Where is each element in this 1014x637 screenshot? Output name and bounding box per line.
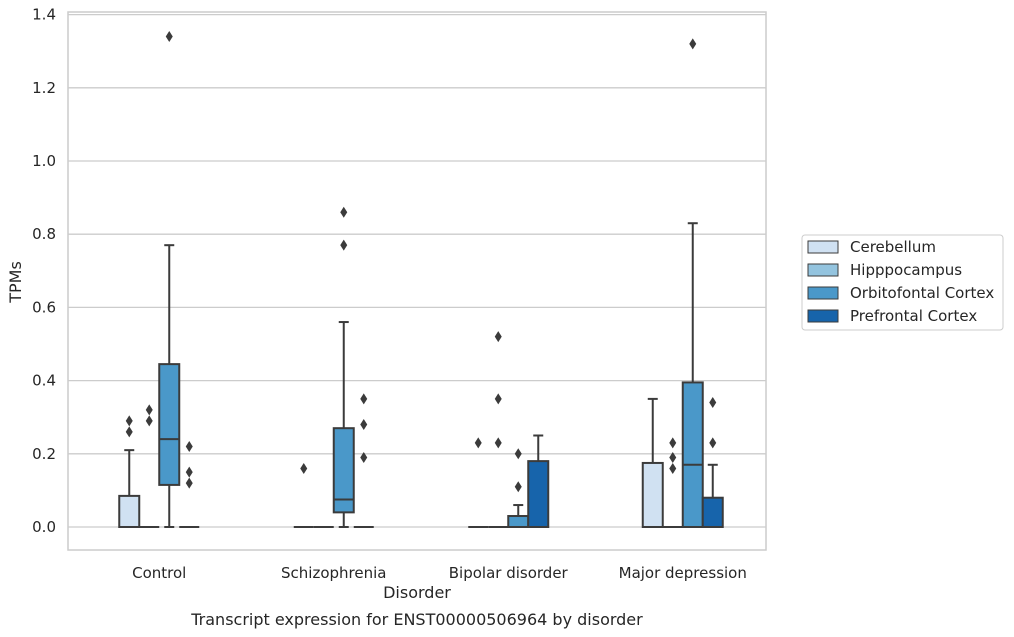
outlier-point <box>360 393 368 405</box>
x-axis-label: Disorder <box>383 583 451 602</box>
box <box>353 393 374 528</box>
box-groups <box>118 31 724 529</box>
outlier-point <box>669 451 677 463</box>
box-rect <box>641 461 664 529</box>
legend-swatch <box>807 309 839 323</box>
y-tick-label: 0.0 <box>32 518 56 536</box>
outlier-point <box>360 451 368 463</box>
x-tick-label: Major depression <box>619 564 747 582</box>
box <box>681 38 704 528</box>
box-rect <box>118 494 141 529</box>
box <box>701 397 724 529</box>
y-axis-label: TPMs <box>6 261 25 304</box>
x-tick-labels: Control Schizophrenia Bipolar disorder Majo… <box>132 564 747 582</box>
box <box>179 440 200 528</box>
box <box>118 415 141 529</box>
legend-swatch <box>807 286 839 300</box>
legend: Cerebellum Hipppocampus Orbitofontal Corte… <box>801 234 1004 331</box>
outlier-point <box>689 38 697 50</box>
outlier-point <box>709 437 717 449</box>
outlier-point <box>514 448 522 460</box>
y-tick-label: 0.8 <box>32 225 56 243</box>
outlier-point <box>494 437 502 449</box>
box <box>158 31 181 528</box>
box-rect <box>158 363 181 486</box>
outlier-point <box>494 331 502 343</box>
outlier-point <box>669 462 677 474</box>
legend-label: Orbitofontal Cortex <box>850 284 994 302</box>
box <box>662 437 683 528</box>
box-rect <box>507 515 530 529</box>
outlier-point <box>300 462 308 474</box>
y-tick-label: 0.6 <box>32 298 56 316</box>
y-tick-label: 1.4 <box>32 6 56 24</box>
outlier-point <box>145 415 153 427</box>
outlier-point <box>185 466 193 478</box>
outlier-point <box>340 239 348 251</box>
x-tick-label: Bipolar disorder <box>449 564 569 582</box>
box <box>332 206 355 528</box>
y-tick-label: 0.4 <box>32 372 56 390</box>
outlier-point <box>474 437 482 449</box>
box-rect <box>332 427 355 514</box>
outlier-point <box>514 481 522 493</box>
outlier-point <box>360 419 368 431</box>
box <box>641 397 664 529</box>
legend-swatch <box>807 240 839 254</box>
legend-label: Prefrontal Cortex <box>850 307 977 325</box>
plot-frame <box>67 11 767 551</box>
outlier-point <box>125 415 133 427</box>
legend-label: Hipppocampus <box>850 261 962 279</box>
legend-label: Cerebellum <box>850 238 936 256</box>
box <box>468 437 489 528</box>
box <box>488 331 509 528</box>
outlier-point <box>185 477 193 489</box>
outlier-point <box>145 404 153 416</box>
x-tick-label: Control <box>132 564 186 582</box>
box-rect <box>701 496 724 529</box>
box <box>527 434 550 528</box>
y-tick-labels: 0.0 0.2 0.4 0.6 0.8 1.0 1.2 1.4 <box>32 6 56 536</box>
legend-swatch <box>807 263 839 277</box>
outlier-point <box>709 397 717 409</box>
box-group <box>641 38 724 529</box>
box-rect <box>527 460 550 528</box>
box-group <box>468 331 550 529</box>
box-group <box>118 31 200 529</box>
outlier-point <box>165 31 173 43</box>
box <box>507 448 530 529</box>
y-tick-label: 1.0 <box>32 152 56 170</box>
legend-frame <box>801 234 1004 331</box>
outlier-point <box>125 426 133 438</box>
outlier-point <box>494 393 502 405</box>
box-rect <box>681 381 704 528</box>
chart-caption: Transcript expression for ENST0000050696… <box>190 610 643 629</box>
outlier-point <box>340 206 348 218</box>
x-tick-label: Schizophrenia <box>281 564 386 582</box>
outlier-point <box>669 437 677 449</box>
y-tick-label: 1.2 <box>32 79 56 97</box>
plot-area <box>68 12 766 550</box>
box <box>139 404 160 528</box>
box <box>293 462 314 528</box>
box-group <box>293 206 374 528</box>
outlier-point <box>185 440 193 452</box>
y-tick-label: 0.2 <box>32 445 56 463</box>
